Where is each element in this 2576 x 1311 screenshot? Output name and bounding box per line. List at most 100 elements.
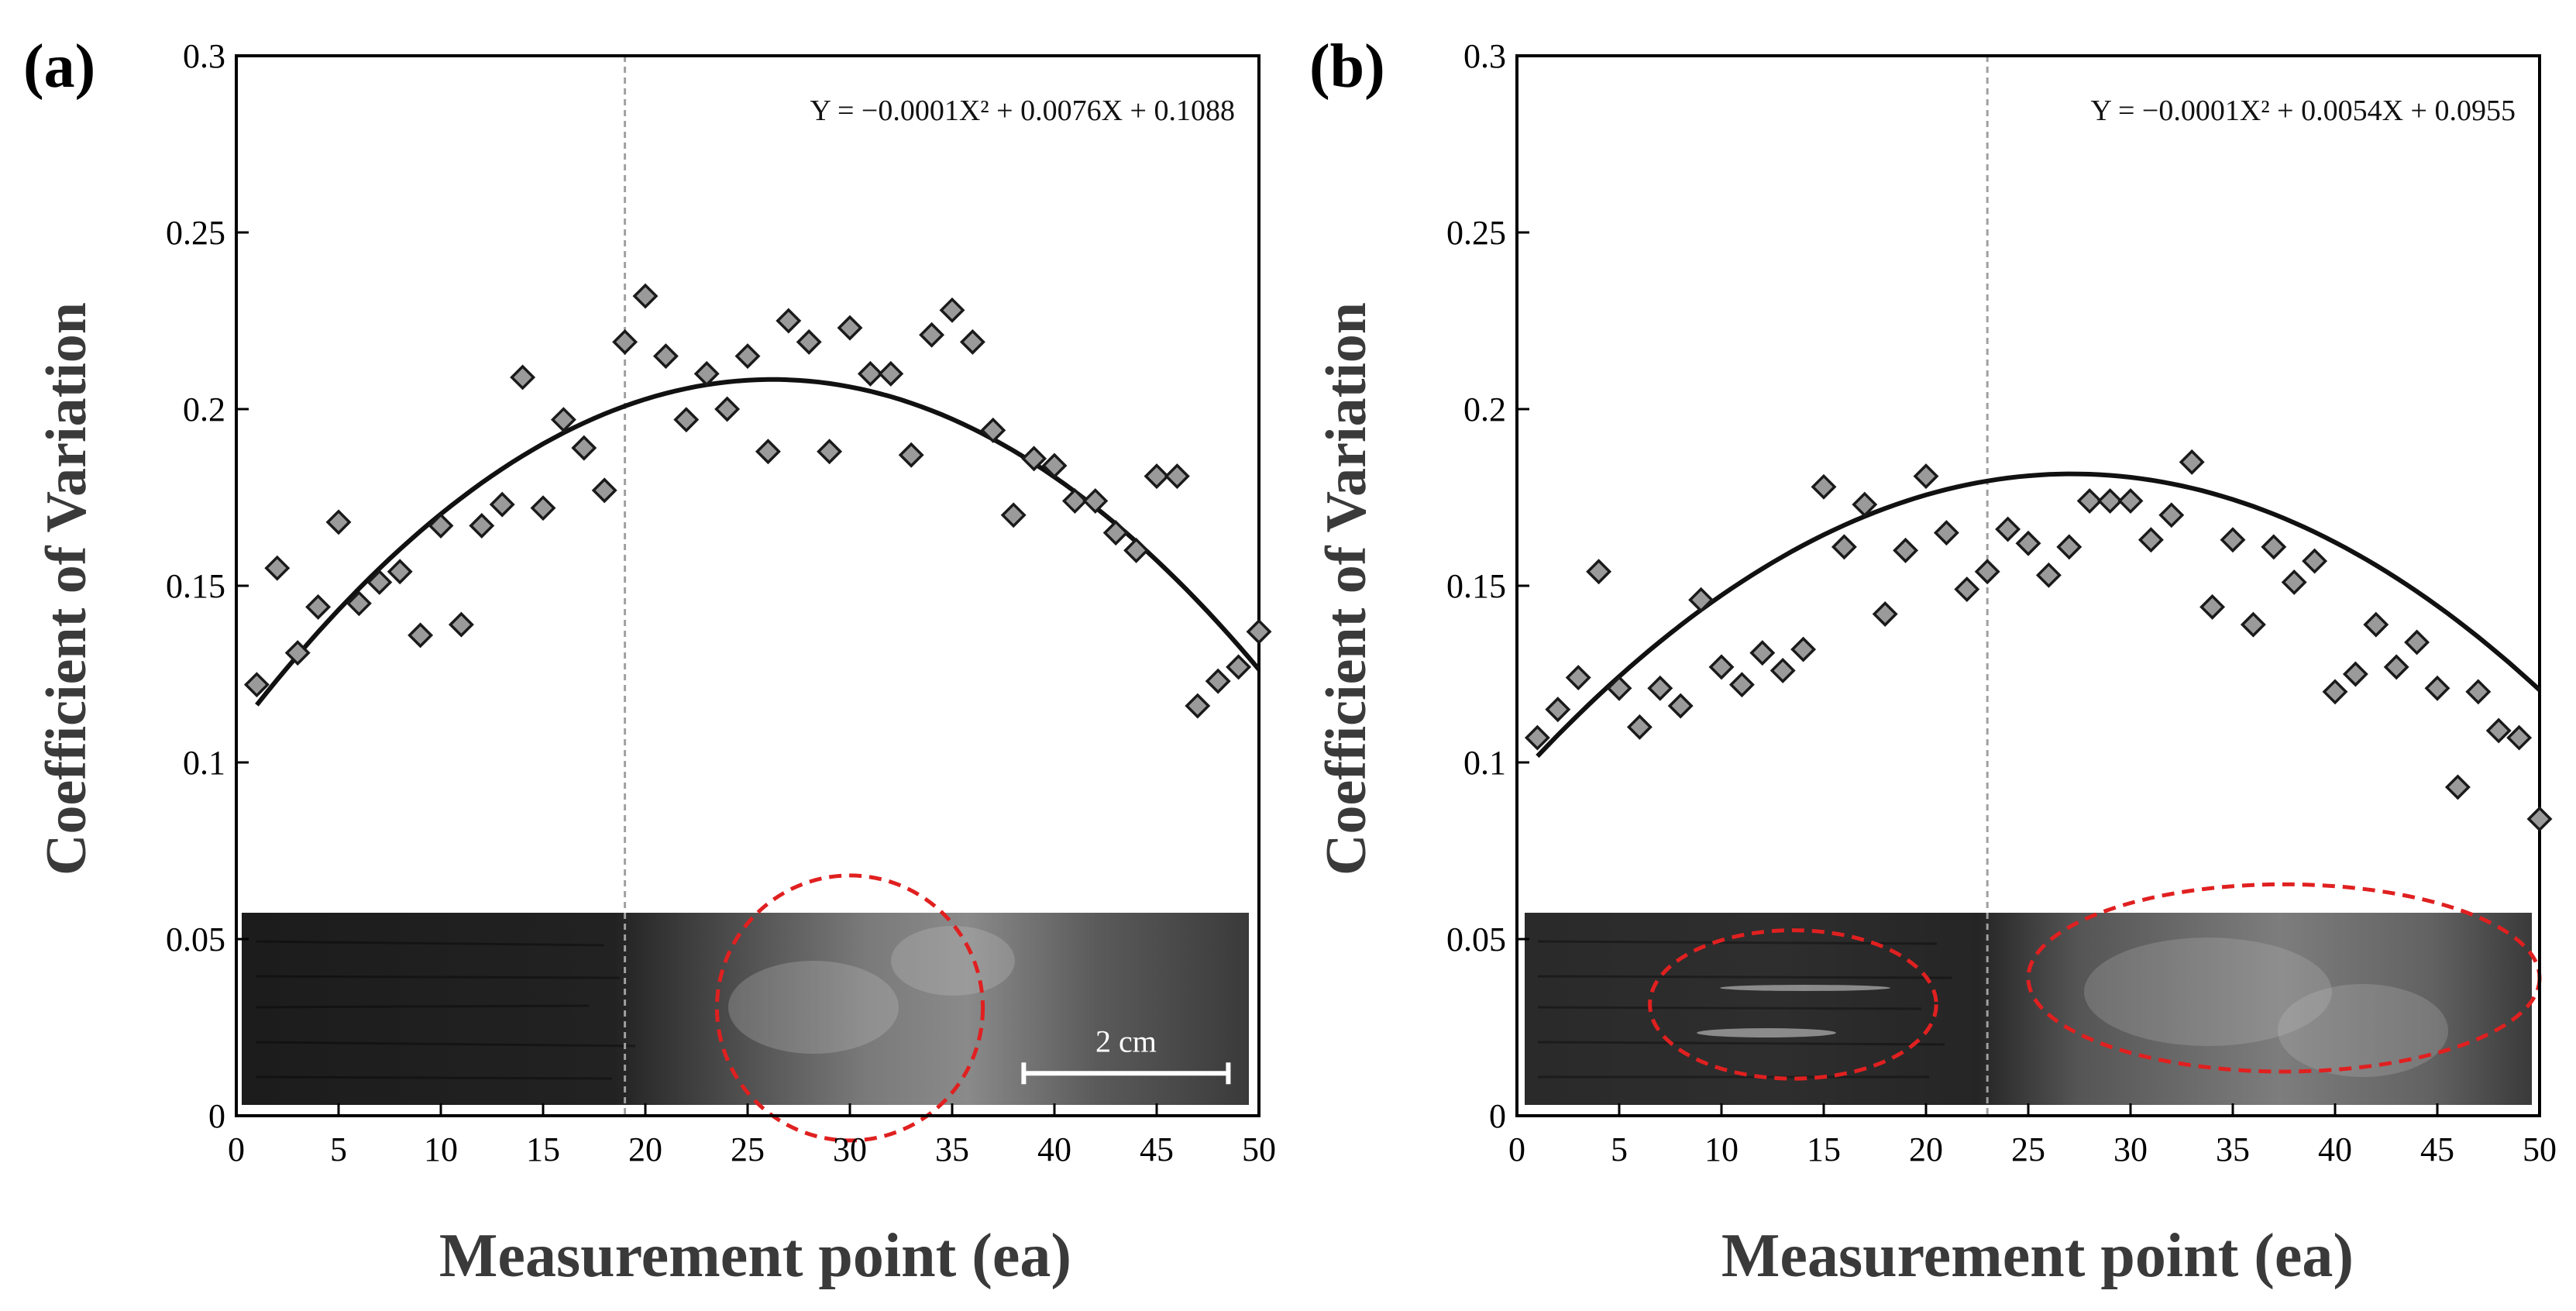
y-tick-label: 0: [208, 1097, 225, 1135]
x-tick-label: 5: [330, 1130, 347, 1168]
data-point: [1185, 693, 1211, 719]
data-point: [714, 396, 741, 422]
data-point: [2199, 594, 2226, 620]
panel-label: (b): [1309, 33, 1385, 101]
x-tick-label: 30: [833, 1130, 867, 1168]
data-point: [1000, 502, 1027, 528]
specimen-image: [242, 913, 1249, 1105]
x-tick-label: 5: [1611, 1130, 1628, 1168]
data-point: [1021, 446, 1047, 472]
data-point: [2117, 488, 2144, 514]
data-point: [1790, 636, 1817, 662]
data-point: [1565, 665, 1591, 691]
data-point: [1061, 488, 1088, 514]
data-point: [366, 569, 393, 595]
scale-bar: 2 cm: [1021, 1024, 1231, 1085]
specimen-highlights: [1697, 985, 1890, 1037]
x-tick-label: 10: [424, 1130, 458, 1168]
data-point: [2076, 488, 2103, 514]
x-tick-label: 0: [1508, 1130, 1525, 1168]
data-point: [2220, 527, 2246, 553]
data-point: [2485, 717, 2512, 744]
data-point: [1667, 693, 1694, 719]
data-point: [2056, 534, 2082, 560]
y-tick-label: 0.3: [183, 37, 225, 75]
data-point: [2465, 679, 2492, 705]
x-tick-label: 20: [628, 1130, 662, 1168]
data-point: [857, 360, 883, 387]
y-tick-label: 0.05: [1446, 920, 1506, 958]
data-point: [1123, 537, 1150, 563]
data-point: [2424, 675, 2450, 701]
x-axis-ticks: 0 5 10 15 20 25 30 35 40 45 50: [1508, 1103, 2557, 1168]
data-point: [980, 417, 1006, 443]
data-point: [734, 343, 761, 370]
data-point: [1708, 654, 1735, 680]
y-axis-ticks: 0 0.05 0.1 0.15 0.2 0.25 0.3: [1446, 37, 1529, 1135]
x-tick-label: 35: [935, 1130, 969, 1168]
data-points: [1524, 449, 2553, 832]
data-point: [510, 364, 536, 391]
specimen-texture: [1525, 913, 2532, 1105]
data-point: [243, 672, 270, 698]
data-point: [571, 435, 597, 461]
data-point: [1041, 452, 1068, 479]
data-point: [612, 329, 638, 355]
data-point: [837, 315, 863, 341]
data-point: [591, 477, 617, 504]
x-axis-label: Measurement point (ea): [1721, 1222, 2354, 1290]
x-tick-label: 35: [2216, 1130, 2250, 1168]
y-tick-label: 0.15: [1446, 567, 1506, 605]
data-point: [652, 343, 679, 370]
data-point: [1995, 516, 2021, 542]
data-point: [1913, 463, 1939, 490]
data-point: [530, 495, 556, 521]
data-point: [2261, 534, 2287, 560]
x-tick-label: 50: [1242, 1130, 1276, 1168]
data-point: [898, 442, 924, 468]
specimen-streaks: [1537, 940, 1953, 1079]
data-points: [243, 283, 1272, 719]
y-axis-label: Coefficient of Variation: [1315, 302, 1378, 876]
data-point: [1852, 491, 1878, 518]
data-point: [2383, 654, 2409, 680]
data-point: [1626, 714, 1653, 740]
data-point: [387, 559, 413, 585]
x-tick-label: 25: [2011, 1130, 2045, 1168]
specimen-highlights: [728, 926, 1015, 1054]
data-point: [1933, 520, 1959, 546]
data-point: [1647, 675, 1673, 701]
data-point: [632, 283, 659, 309]
data-point: [1246, 618, 1272, 645]
data-point: [1831, 534, 1857, 560]
x-tick-label: 0: [228, 1130, 245, 1168]
y-tick-label: 0.05: [166, 920, 225, 958]
data-point: [2363, 611, 2389, 638]
data-point: [1144, 463, 1170, 490]
fit-equation: Y = −0.0001X² + 0.0054X + 0.0955: [2090, 95, 2516, 127]
x-tick-label: 45: [2420, 1130, 2454, 1168]
data-point: [776, 308, 802, 334]
x-tick-label: 15: [526, 1130, 560, 1168]
data-point: [2035, 562, 2062, 588]
data-point: [284, 640, 311, 666]
y-tick-label: 0.25: [1446, 214, 1506, 252]
data-point: [817, 439, 843, 465]
data-point: [469, 513, 495, 539]
data-point: [1164, 463, 1190, 490]
specimen-highlights-right: [2084, 938, 2448, 1077]
scale-bar-label: 2 cm: [1095, 1024, 1157, 1058]
x-tick-label: 20: [1909, 1130, 1943, 1168]
data-point: [2158, 502, 2185, 528]
data-point: [796, 329, 822, 355]
data-point: [1749, 640, 1776, 666]
y-axis-label: Coefficient of Variation: [35, 302, 98, 876]
x-tick-label: 30: [2113, 1130, 2148, 1168]
panel-label: (a): [23, 33, 95, 101]
y-tick-label: 0: [1489, 1097, 1506, 1135]
fit-curve: [255, 377, 1261, 707]
data-point: [1586, 559, 1612, 585]
data-point: [550, 407, 576, 433]
data-point: [1728, 672, 1755, 698]
